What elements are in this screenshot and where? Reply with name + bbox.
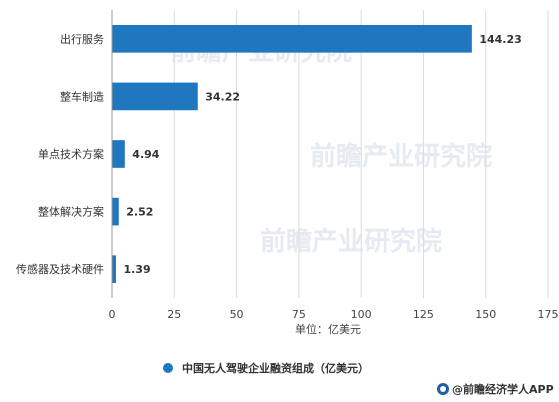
x-tick-label: 25 (167, 308, 181, 321)
x-tick-label: 125 (413, 308, 434, 321)
x-tick-label: 50 (230, 308, 244, 321)
data-label: 144.23 (479, 33, 521, 46)
data-label: 1.39 (123, 263, 150, 276)
bar (112, 24, 472, 53)
x-tick-label: 150 (475, 308, 496, 321)
data-label: 4.94 (132, 148, 159, 161)
gridlines (173, 10, 549, 298)
credit: @前瞻经济学人APP (437, 382, 554, 396)
data-labels: 144.23 34.22 4.94 2.52 1.39 (123, 33, 521, 276)
watermark-text-3: 前瞻产业研究院 (260, 226, 442, 257)
bars (112, 24, 472, 284)
x-tick-label: 75 (292, 308, 306, 321)
bar (112, 197, 119, 226)
category-label: 传感器及技术硬件 (16, 263, 104, 276)
category-label: 单点技术方案 (38, 147, 104, 161)
x-tick-label: 0 (109, 308, 116, 321)
category-label: 出行服务 (60, 32, 104, 46)
x-axis-ticks: 0 25 50 75 100 125 150 175 (109, 308, 559, 321)
category-label: 整体解决方案 (38, 205, 104, 219)
qianzhan-logo-icon (437, 383, 449, 395)
legend: 中国无人驾驶企业融资组成（亿美元） (163, 361, 369, 375)
legend-marker (163, 363, 173, 373)
credit-text: @前瞻经济学人APP (452, 382, 554, 396)
x-tick-label: 175 (538, 308, 559, 321)
x-tick-label: 100 (351, 308, 372, 321)
bar (112, 82, 198, 111)
x-axis-title: 单位：亿美元 (295, 322, 361, 336)
category-label: 整车制造 (60, 89, 104, 103)
bar (112, 255, 116, 284)
bar (112, 140, 125, 168)
watermark: 前瞻产业研究院 前瞻产业研究院 前瞻产业研究院 (170, 36, 492, 257)
legend-label: 中国无人驾驶企业融资组成（亿美元） (182, 361, 369, 375)
watermark-text-2: 前瞻产业研究院 (310, 141, 492, 172)
data-label: 2.52 (126, 206, 153, 219)
data-label: 34.22 (205, 90, 240, 103)
